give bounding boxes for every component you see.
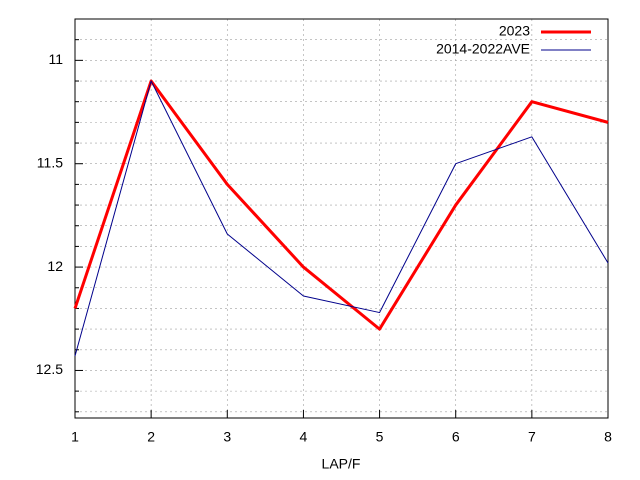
x-tick-label: 7 bbox=[528, 429, 536, 445]
x-axis-label: LAP/F bbox=[322, 456, 361, 472]
legend-label: 2014-2022AVE bbox=[436, 41, 530, 57]
y-tick-label: 12.5 bbox=[36, 361, 63, 377]
x-tick-label: 5 bbox=[376, 429, 384, 445]
series-line bbox=[73, 79, 609, 331]
x-tick-label: 8 bbox=[604, 429, 612, 445]
y-tick-label: 11 bbox=[48, 51, 63, 67]
series-line bbox=[74, 80, 609, 357]
y-tick-label: 11.5 bbox=[37, 154, 63, 170]
x-tick-label: 2 bbox=[147, 429, 155, 445]
x-tick-label: 4 bbox=[300, 429, 308, 445]
x-tick-label: 1 bbox=[71, 429, 79, 445]
legend-label: 2023 bbox=[499, 23, 530, 39]
plot-frame bbox=[74, 18, 609, 419]
x-tick-label: 6 bbox=[452, 429, 460, 445]
x-tick-label: 3 bbox=[223, 429, 231, 445]
y-tick-label: 12 bbox=[47, 258, 63, 274]
